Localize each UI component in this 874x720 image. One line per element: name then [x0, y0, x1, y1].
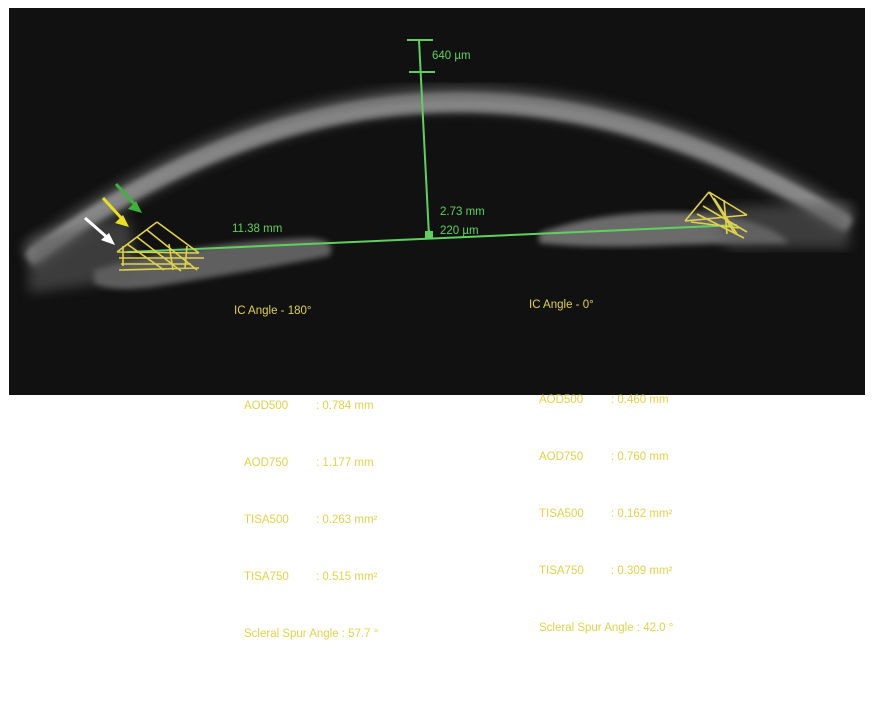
cornea-bright-edge [28, 93, 850, 254]
oct-scan: 640 µm 2.73 mm 220 µm 11.38 mm [21, 39, 856, 293]
sclera-left [29, 218, 139, 293]
scleral-spur-angle: Scleral Spur Angle : 42.0 ° [539, 622, 674, 634]
panel-row: TISA500: 0.263 mm² [244, 514, 378, 526]
panel-row: TISA500: 0.162 mm² [539, 508, 673, 520]
acd-label: 2.73 mm [440, 206, 485, 218]
lens-vault-label: 220 µm [440, 225, 479, 237]
yellow-arrow-icon [101, 196, 129, 227]
ata-label: 11.38 mm [232, 223, 282, 235]
panel-row: TISA750: 0.309 mm² [539, 565, 673, 577]
ic-angle-0-panel: IC Angle - 0° AOD500: 0.460 mm AOD750: 0… [529, 258, 673, 714]
panel-title: IC Angle - 180° [234, 305, 312, 317]
central-thickness-label: 640 µm [432, 50, 471, 62]
acd-line [418, 39, 430, 237]
cornea [24, 98, 853, 266]
center-marker [425, 231, 433, 239]
oct-image-frame: 640 µm 2.73 mm 220 µm 11.38 mm [9, 8, 865, 640]
panel-row: TISA750: 0.515 mm² [244, 571, 378, 583]
green-arrow-icon [114, 182, 142, 213]
panel-row: AOD750: 1.177 mm [244, 457, 374, 469]
white-arrow-icon [84, 216, 115, 245]
sclera-right [699, 203, 849, 248]
angle-construction-left [116, 221, 204, 272]
iris-left [94, 238, 332, 289]
scleral-spur-angle: Scleral Spur Angle : 57.7 ° [244, 628, 379, 640]
ic-angle-180-panel: IC Angle - 180° AOD500: 0.784 mm AOD750:… [234, 264, 378, 720]
panel-row: AOD500: 0.784 mm [244, 400, 374, 412]
panel-row: AOD750: 0.760 mm [539, 451, 669, 463]
angle-construction-right [684, 191, 748, 239]
panel-title: IC Angle - 0° [529, 299, 594, 311]
panel-row: AOD500: 0.460 mm [539, 394, 669, 406]
